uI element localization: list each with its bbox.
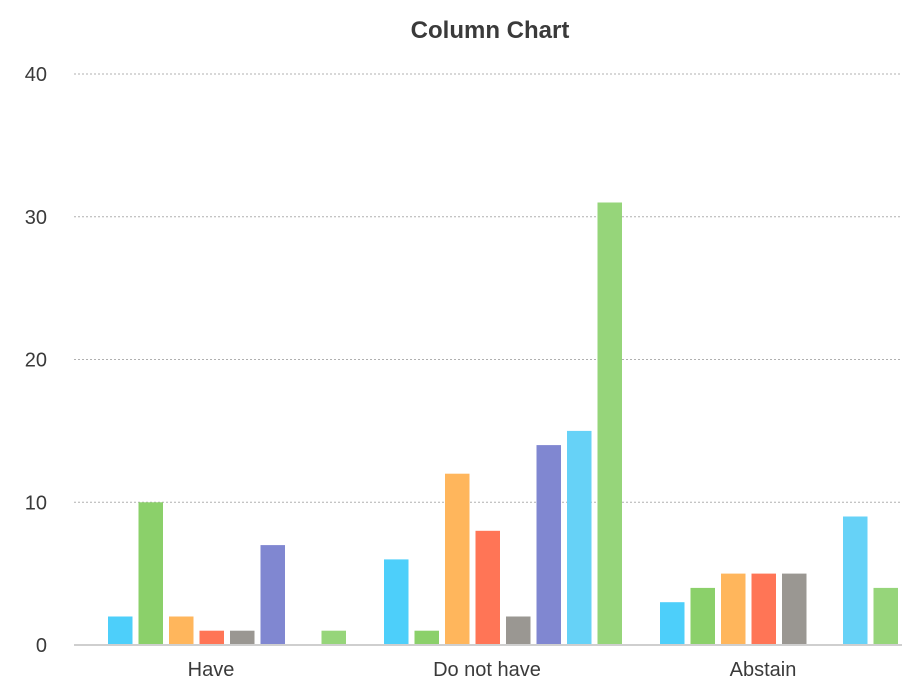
x-axis-category-labels: Have Do not have Abstain [188, 659, 797, 681]
y-tick-label: 10 [25, 492, 47, 514]
bar [108, 616, 133, 645]
y-tick-label: 20 [25, 350, 47, 372]
bar [597, 202, 622, 645]
bar [445, 473, 470, 645]
bar [169, 616, 194, 645]
y-tick-label: 0 [36, 635, 47, 657]
y-tick-label: 30 [25, 207, 47, 229]
bar [782, 573, 807, 645]
bar [321, 630, 346, 645]
bar [843, 516, 868, 645]
x-category-label: Abstain [730, 659, 797, 681]
grid-lines [74, 73, 902, 503]
bar [384, 559, 409, 645]
y-axis-tick-labels: 0 10 20 30 40 [25, 64, 47, 657]
bar [199, 630, 224, 645]
x-category-label: Do not have [433, 659, 541, 681]
bar [230, 630, 255, 645]
bar [414, 630, 439, 645]
bar [873, 587, 898, 645]
bar [721, 573, 746, 645]
chart-title: Column Chart [411, 17, 570, 44]
bar [690, 587, 715, 645]
y-tick-label: 40 [25, 64, 47, 86]
bar [475, 530, 500, 645]
x-category-label: Have [188, 659, 235, 681]
bar [751, 573, 776, 645]
bar [567, 430, 592, 645]
bar [660, 602, 685, 645]
bar [536, 445, 561, 645]
bar [260, 545, 285, 645]
bar [506, 616, 531, 645]
bar [138, 502, 163, 646]
bars [108, 202, 898, 646]
